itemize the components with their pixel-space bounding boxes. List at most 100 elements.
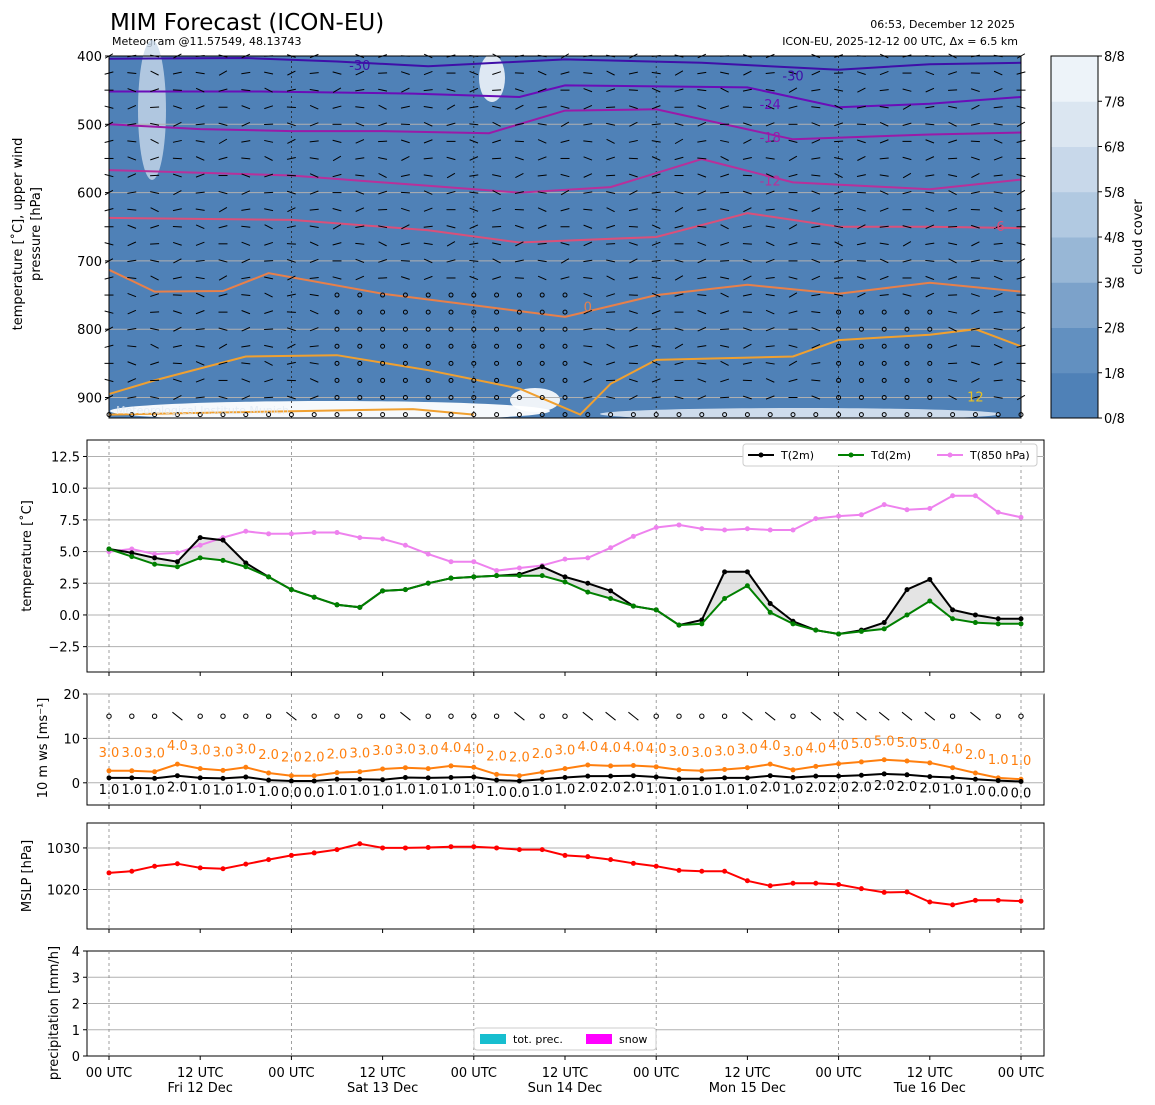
calm-wind-marker xyxy=(471,360,477,366)
wind-barb xyxy=(378,173,387,179)
wind-label: 1.0 xyxy=(121,783,142,798)
wind-barb xyxy=(172,241,182,246)
wind-barb xyxy=(651,87,661,93)
data-point xyxy=(630,762,636,768)
data-point xyxy=(699,526,705,532)
data-point xyxy=(448,559,454,565)
cloud-patch xyxy=(138,40,166,180)
wind-barb xyxy=(879,294,889,297)
data-point xyxy=(197,775,203,781)
calm-wind-marker xyxy=(562,343,568,349)
data-point xyxy=(334,770,340,776)
wind-barb xyxy=(720,292,729,298)
y-tick-label: 0 xyxy=(72,777,80,792)
wind-barb xyxy=(355,106,365,109)
data-point xyxy=(562,579,568,585)
data-point xyxy=(972,493,978,499)
legend-label: T(2m) xyxy=(780,449,814,462)
wind-barb xyxy=(423,174,433,177)
wind-barb xyxy=(948,207,958,212)
x-tick-label: 12 UTC xyxy=(907,1066,953,1081)
y-tick-label: 2 xyxy=(72,998,80,1013)
data-point xyxy=(927,774,933,780)
wind-barb xyxy=(309,362,319,365)
calm-wind-marker xyxy=(220,412,226,418)
calm-wind-marker xyxy=(380,326,386,332)
gust-label: 3.0 xyxy=(555,744,576,759)
data-point xyxy=(608,857,614,863)
calm-wind-marker xyxy=(950,412,956,418)
wind-barb xyxy=(583,191,593,194)
data-point xyxy=(243,528,249,534)
data-point xyxy=(950,493,956,499)
wind-barb xyxy=(993,174,1003,177)
calm-wind-marker xyxy=(380,395,386,401)
wind-barb xyxy=(902,225,912,229)
gust-label: 3.0 xyxy=(714,744,735,759)
wind-barb xyxy=(811,88,821,92)
data-point xyxy=(174,761,180,767)
temperature-panel-frame xyxy=(86,439,1045,673)
gust-label: 2.0 xyxy=(509,751,530,766)
calm-wind-marker xyxy=(425,360,431,366)
wind-barb xyxy=(583,72,593,75)
isotherm-line xyxy=(109,84,1022,109)
data-point xyxy=(813,880,819,886)
data-point xyxy=(402,765,408,771)
data-point xyxy=(1018,616,1024,622)
isotherm-label: -24 xyxy=(760,98,781,113)
wind-barb xyxy=(492,139,502,144)
wind-barb xyxy=(788,139,798,144)
wind-barb xyxy=(241,122,251,127)
calm-wind-marker xyxy=(402,377,408,383)
wind-barb xyxy=(378,104,387,110)
wind-barb xyxy=(583,208,593,211)
wind-barb xyxy=(811,225,821,228)
wind-barb xyxy=(264,87,273,93)
wind-label: 1.0 xyxy=(418,783,439,798)
wind-barb xyxy=(264,241,274,246)
wind-barb xyxy=(287,70,296,76)
wind-barb xyxy=(332,155,342,162)
calm-wind-marker xyxy=(539,292,545,298)
isotherm-label: -6 xyxy=(992,220,1005,235)
calm-wind-marker xyxy=(151,713,158,719)
data-point xyxy=(653,607,659,613)
wind-barb xyxy=(195,241,205,246)
data-point xyxy=(1018,898,1024,904)
wind-barb xyxy=(332,71,342,75)
wind-barb xyxy=(127,378,137,383)
wind-barb xyxy=(879,225,889,228)
wind-barb xyxy=(856,71,866,75)
data-point xyxy=(494,771,500,777)
wind-barb xyxy=(173,121,182,127)
calm-wind-marker xyxy=(380,309,386,315)
gust-label: 3.0 xyxy=(395,743,416,758)
data-point xyxy=(722,595,728,601)
gust-label: 2.0 xyxy=(965,748,986,763)
wind-barb xyxy=(469,191,479,194)
calm-wind-marker xyxy=(539,326,545,332)
wind-barb xyxy=(651,292,661,298)
wind-label: 1.0 xyxy=(372,785,393,800)
wind-barb xyxy=(788,155,798,162)
data-point xyxy=(676,522,682,528)
calm-wind-marker xyxy=(539,395,545,401)
calm-wind-marker xyxy=(357,713,363,719)
wind-barb xyxy=(879,139,889,144)
wind-barb xyxy=(674,206,684,213)
data-point xyxy=(813,773,819,779)
wind-barb xyxy=(878,711,890,721)
wind-barb xyxy=(651,224,661,230)
data-point xyxy=(243,774,249,780)
wind-barb xyxy=(925,275,935,281)
wind-barb xyxy=(743,343,752,349)
data-point xyxy=(380,777,386,783)
data-point xyxy=(266,777,272,783)
wind-barb xyxy=(127,224,137,229)
wind-label: 2.0 xyxy=(919,782,940,797)
wind-barb xyxy=(195,87,205,93)
wind-barb xyxy=(241,225,251,228)
y-tick-label: 5.0 xyxy=(59,546,80,561)
